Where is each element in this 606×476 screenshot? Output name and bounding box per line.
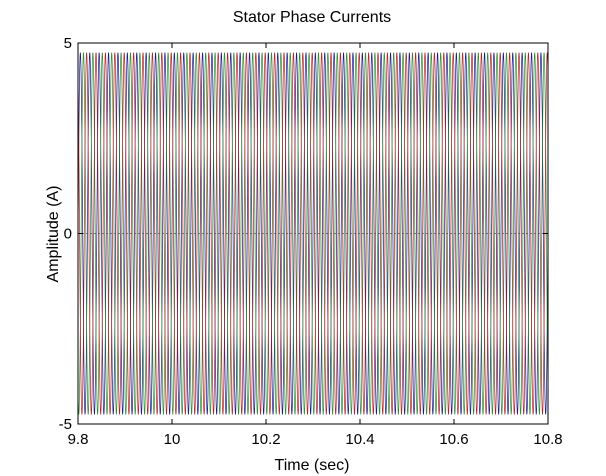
y-tick-label: 5 (64, 35, 72, 52)
phase-current-series-3 (77, 52, 549, 415)
x-tick-label: 10.4 (345, 431, 374, 448)
series-layer (77, 52, 549, 415)
x-tick-label: 9.8 (68, 431, 89, 448)
chart-title: Stator Phase Currents (233, 9, 391, 26)
y-tick-label: 0 (64, 226, 72, 243)
x-tick-label: 10.6 (439, 431, 468, 448)
x-tick-label: 10.8 (533, 431, 562, 448)
y-tick-label: -5 (59, 416, 72, 433)
x-axis-label: Time (sec) (275, 457, 350, 474)
x-axis: 9.8 10 10.2 10.4 10.6 10.8 (68, 43, 563, 448)
x-tick-label: 10.2 (251, 431, 280, 448)
y-axis-label: Amplitude (A) (45, 186, 62, 283)
phase-current-series-2 (77, 52, 549, 415)
y-axis: -5 0 5 (59, 35, 548, 433)
x-tick-label: 10 (164, 431, 181, 448)
phase-current-series-1 (77, 52, 549, 415)
